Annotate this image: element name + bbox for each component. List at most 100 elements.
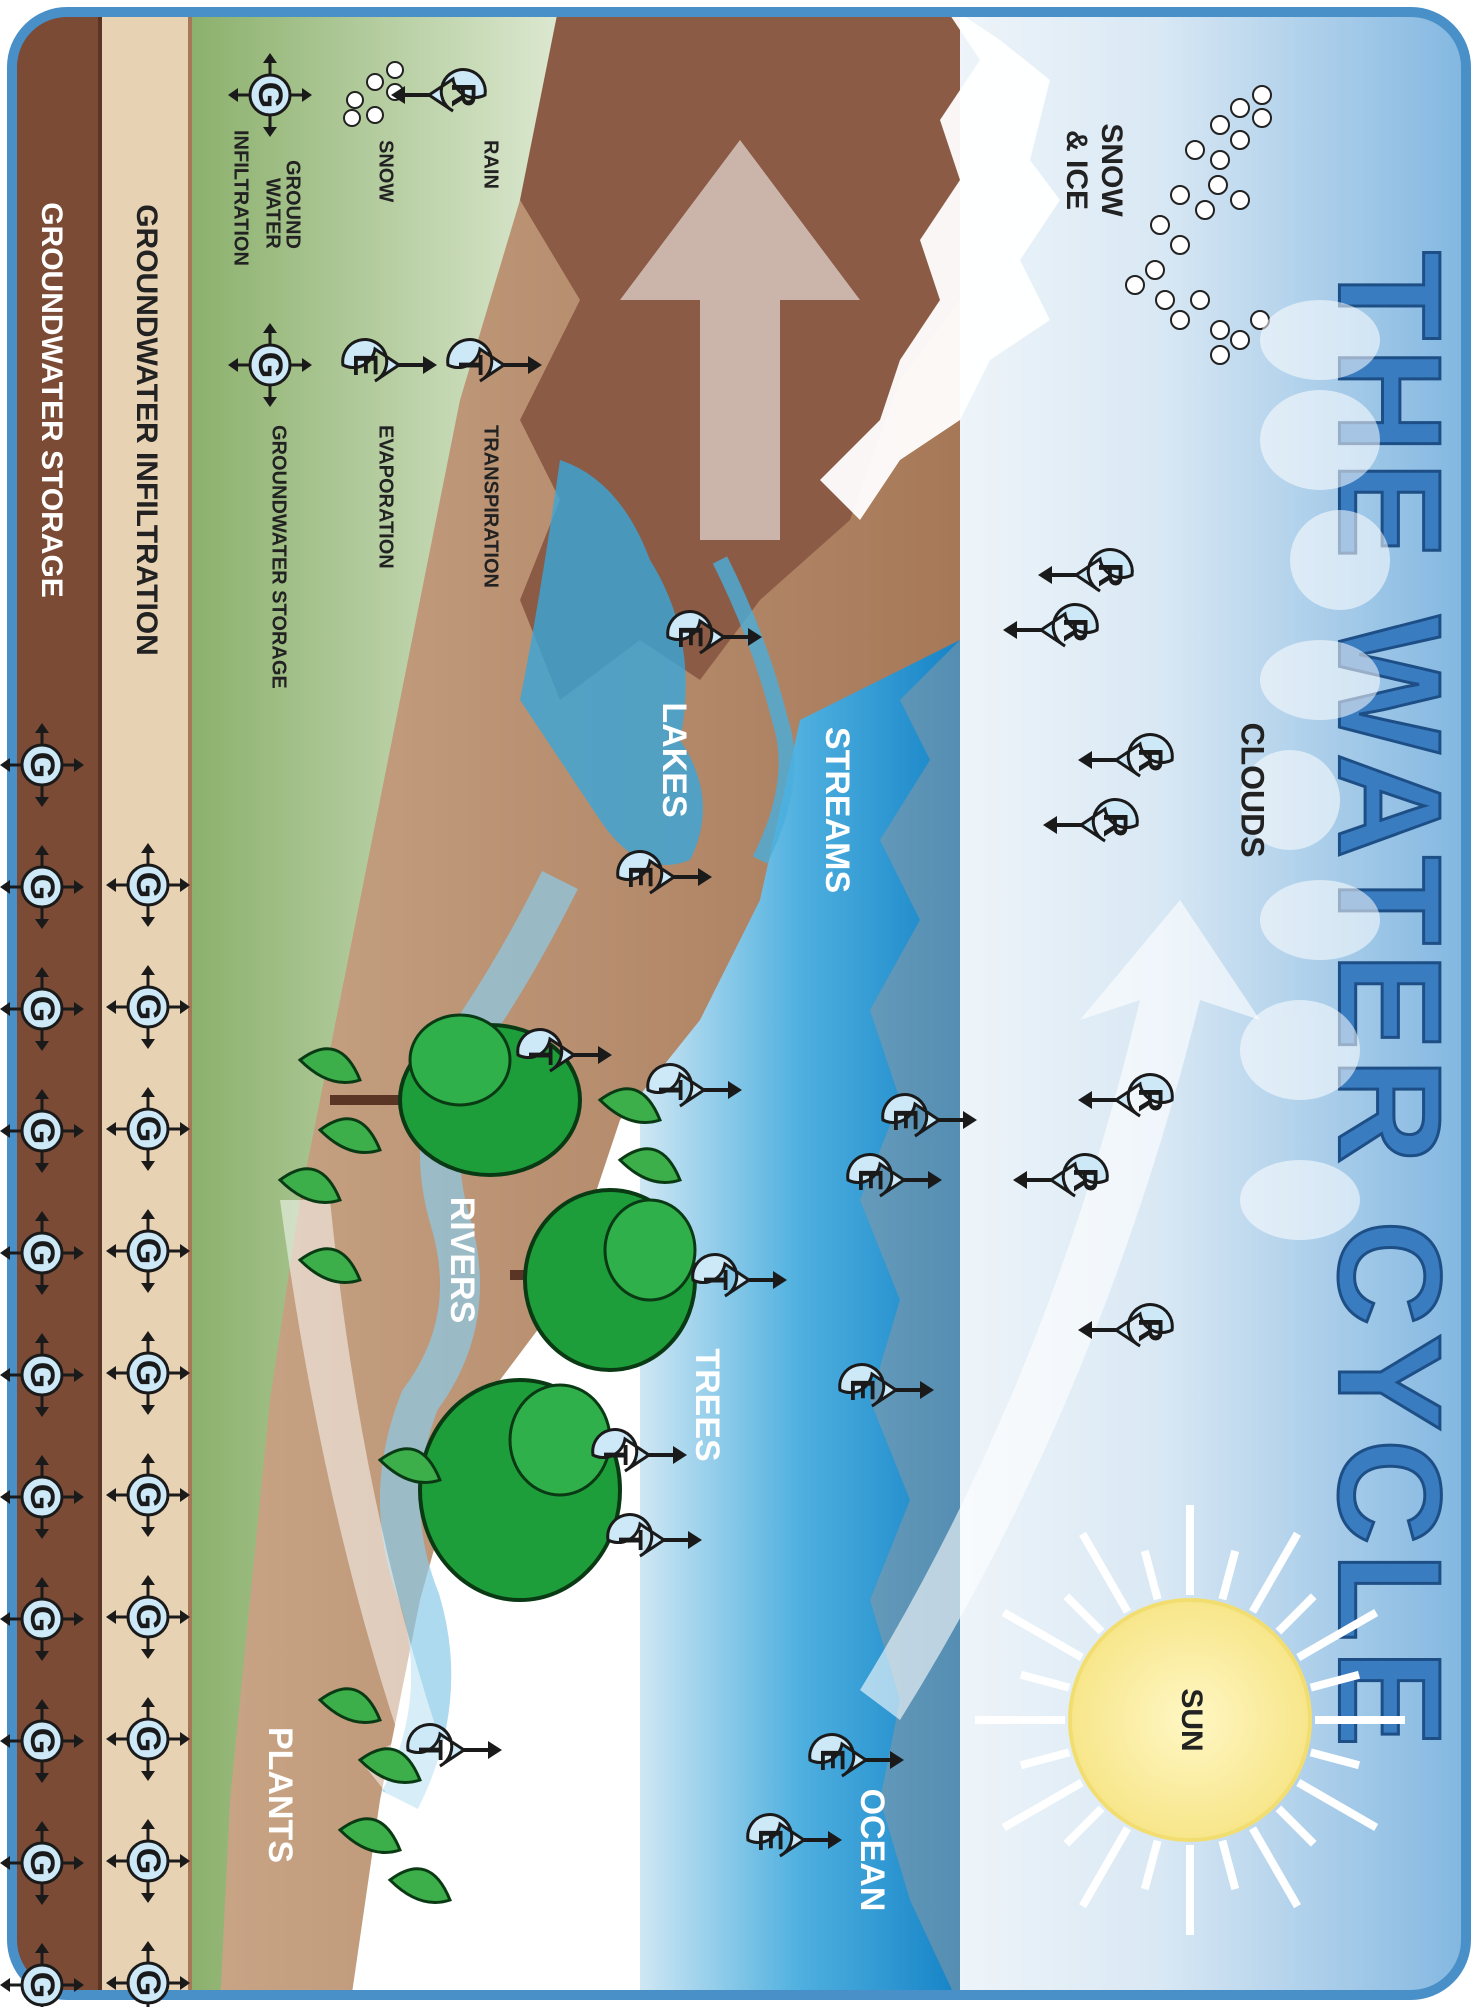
gw-arrowhead <box>74 758 84 772</box>
evaporation-token-letter: E <box>346 354 384 377</box>
evaporation-token-letter: E <box>813 1749 851 1772</box>
gw-token-circle <box>126 985 170 1029</box>
gw-arrowhead <box>35 1773 49 1783</box>
snow-dot <box>1210 150 1230 170</box>
gw-arrowhead <box>141 965 155 975</box>
gw-token-letter: G <box>23 1362 61 1388</box>
gw-infiltration-token: G <box>106 1209 190 1293</box>
legend-snow-dot <box>343 109 361 127</box>
gw-arrowhead <box>35 1089 49 1099</box>
gw-arrowhead <box>35 1529 49 1539</box>
gw-arrowhead <box>35 1455 49 1465</box>
gw-token-circle <box>126 1839 170 1883</box>
gw-arrowhead <box>263 397 277 407</box>
sun-ray <box>1140 1839 1162 1891</box>
transpiration-token-letter: T <box>521 1045 559 1066</box>
gw-token-circle <box>20 1597 64 1641</box>
gw-arrowhead <box>35 1577 49 1587</box>
gw-token-circle <box>126 1351 170 1395</box>
transpiration-token-drop <box>691 1253 752 1298</box>
trees-label: TREES <box>688 1348 726 1461</box>
runoff-arrow <box>620 140 860 540</box>
evaporation-token-drop <box>746 1813 807 1858</box>
snow-dot <box>1210 320 1230 340</box>
snow-ice-label-line2: & ICE <box>1060 130 1093 210</box>
gw-infiltration-token: G <box>106 1941 190 2007</box>
gw-storage-token: G <box>0 845 84 929</box>
gw-arrowhead <box>180 1244 190 1258</box>
gw-arrowhead <box>106 1610 116 1624</box>
evaporation-token: E <box>341 338 437 383</box>
sun-label: SUN <box>1175 1688 1208 1751</box>
transpiration-token-drop <box>406 1723 467 1768</box>
evaporation-token: E <box>846 1153 942 1198</box>
gw-arrowhead <box>0 1734 10 1748</box>
gw-arrowhead <box>0 1612 10 1626</box>
evaporation-token: E <box>616 850 712 895</box>
evaporation-token-arrowhead <box>963 1111 977 1129</box>
rain-token-drop <box>1113 1303 1174 1348</box>
evaporation-token-drop <box>838 1363 899 1408</box>
rain-token: R <box>1003 603 1099 648</box>
gw-arrowhead <box>35 1211 49 1221</box>
gw-token-circle <box>126 863 170 907</box>
gw-token-letter: G <box>251 82 289 108</box>
transpiration-token: T <box>691 1253 787 1298</box>
rain-token-letter: R <box>1056 618 1094 643</box>
gw-arrowhead <box>141 1527 155 1537</box>
legend-groundwater-storage-label: GROUNDWATER STORAGE <box>268 425 290 689</box>
rain-token-letter: R <box>1096 813 1134 838</box>
gw-token-letter: G <box>129 1970 167 1996</box>
gw-storage-token: G <box>0 967 84 1051</box>
rain-token: R <box>1078 1073 1174 1118</box>
transpiration-token-letter: T <box>596 1445 634 1466</box>
gw-arrowhead <box>263 323 277 333</box>
gw-arrowhead <box>141 917 155 927</box>
stream <box>712 556 795 864</box>
sun-ray <box>1063 1593 1105 1635</box>
lakes-label: LAKES <box>655 702 693 817</box>
gw-storage-token: G <box>0 723 84 807</box>
sun-ray <box>1019 1748 1071 1770</box>
evaporation-token-arrowhead <box>890 1751 904 1769</box>
tokens-layer: R T E G G R R R R R R R E E E E E E E T T T T T T G G G G G G G G G G G G G G G… <box>0 53 1174 2007</box>
transpiration-token-drop <box>516 1028 577 1073</box>
transpiration-token-letter: T <box>651 1080 689 1101</box>
gw-infiltration-token: G <box>106 1819 190 1903</box>
rain-token-letter: R <box>1091 563 1129 588</box>
sun-ray <box>1001 1609 1084 1661</box>
evaporation-token-drop <box>666 610 727 655</box>
gw-token-letter: G <box>129 1848 167 1874</box>
gw-infiltration-token: G <box>106 965 190 1049</box>
sun-ray <box>1001 1779 1084 1831</box>
legend-gw-infiltration-line1: GROUND <box>282 160 304 249</box>
transpiration-token-letter: T <box>451 355 489 376</box>
gw-arrowhead <box>141 1771 155 1781</box>
tree <box>330 1013 582 1177</box>
gw-arrowhead <box>35 919 49 929</box>
gw-storage-token: G <box>0 1211 84 1295</box>
gw-token-circle <box>20 1109 64 1153</box>
gw-infiltration-token: G <box>106 1087 190 1171</box>
sun-ray <box>1249 1531 1301 1614</box>
sun-ray <box>1296 1609 1379 1661</box>
gw-arrowhead <box>35 845 49 855</box>
gw-arrowhead <box>106 1854 116 1868</box>
gw-arrowhead <box>263 53 277 63</box>
gw-arrowhead <box>35 797 49 807</box>
snow-dot <box>1252 108 1272 128</box>
legend-rain-label: RAIN <box>480 140 502 189</box>
snow-dot <box>1150 215 1170 235</box>
gw-token-letter: G <box>129 872 167 898</box>
gw-arrowhead <box>0 1124 10 1138</box>
legend-gw-infiltration-token: G <box>228 53 312 137</box>
snow-dot <box>1230 330 1250 350</box>
legend-snow-dot <box>386 61 404 79</box>
gw-arrowhead <box>141 1283 155 1293</box>
transpiration-token: T <box>646 1063 742 1108</box>
transpiration-token-letter: T <box>696 1270 734 1291</box>
rivers-label: RIVERS <box>443 1197 481 1324</box>
evaporation-token: E <box>666 610 762 655</box>
rain-token: R <box>391 68 487 113</box>
gw-token-circle <box>20 1231 64 1275</box>
